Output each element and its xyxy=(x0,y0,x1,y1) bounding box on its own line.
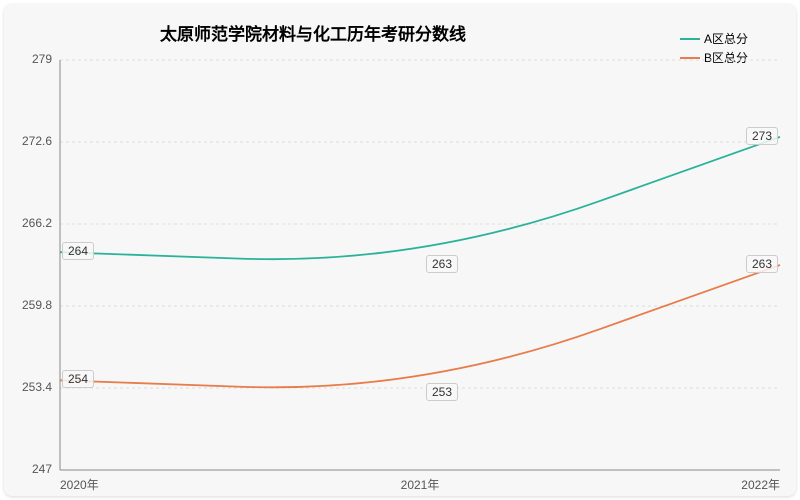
data-label: 254 xyxy=(62,370,94,388)
chart-container: 太原师范学院材料与化工历年考研分数线 A区总分 B区总分 247253.4259… xyxy=(0,0,800,500)
y-tick-label: 247 xyxy=(0,462,52,476)
y-tick-label: 259.8 xyxy=(0,298,52,312)
data-label: 263 xyxy=(426,255,458,273)
data-label: 273 xyxy=(746,127,778,145)
x-tick-label: 2020年 xyxy=(60,476,140,493)
data-label: 253 xyxy=(426,383,458,401)
data-label: 264 xyxy=(62,242,94,260)
x-tick-label: 2021年 xyxy=(380,476,460,493)
data-label: 263 xyxy=(746,255,778,273)
chart-svg xyxy=(0,0,800,500)
y-tick-label: 253.4 xyxy=(0,380,52,394)
y-tick-label: 279 xyxy=(0,52,52,66)
x-tick-label: 2022年 xyxy=(700,476,780,493)
y-tick-label: 272.6 xyxy=(0,134,52,148)
y-tick-label: 266.2 xyxy=(0,216,52,230)
